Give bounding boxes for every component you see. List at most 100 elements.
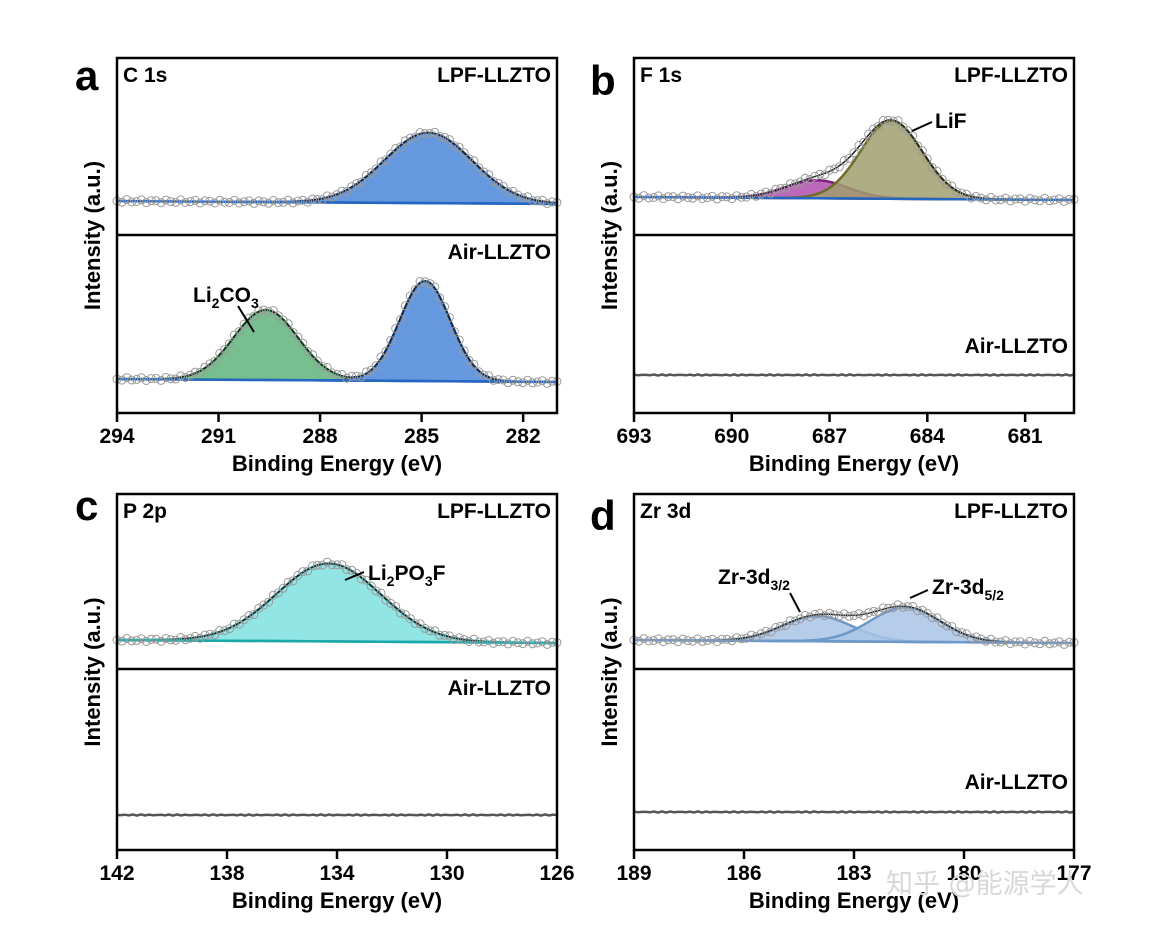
data-point	[440, 302, 450, 312]
data-point	[410, 132, 420, 142]
data-point	[537, 195, 547, 205]
data-point	[166, 374, 176, 384]
data-point	[376, 157, 386, 167]
data-point	[498, 181, 508, 191]
data-point	[136, 373, 146, 383]
data-point	[430, 282, 440, 292]
data-point	[454, 633, 464, 643]
data-point	[741, 633, 751, 643]
data-point	[991, 195, 1001, 205]
data-point	[932, 166, 942, 176]
x-tick-label: 690	[714, 425, 749, 448]
data-point	[668, 635, 678, 645]
x-tick-label: 130	[429, 862, 464, 885]
data-point	[825, 608, 835, 618]
flat-spectrum-line	[117, 813, 558, 817]
data-point	[469, 634, 479, 644]
sample-lpf-llzto	[629, 115, 1079, 206]
data-point	[122, 634, 132, 643]
data-point	[322, 191, 332, 201]
data-point	[200, 630, 210, 640]
data-point	[839, 609, 849, 619]
data-point	[386, 598, 396, 608]
data-point	[288, 576, 298, 586]
data-point	[913, 141, 923, 151]
data-point	[503, 639, 513, 649]
data-point	[523, 636, 533, 646]
data-point	[200, 196, 210, 206]
data-point	[883, 115, 893, 125]
data-point	[288, 327, 298, 337]
data-point	[644, 636, 654, 646]
data-point	[293, 332, 303, 342]
data-point	[161, 195, 171, 205]
background-line	[633, 195, 1075, 202]
data-point	[254, 196, 264, 206]
data-point	[518, 193, 528, 203]
data-point	[503, 187, 513, 196]
data-point	[234, 198, 244, 208]
data-point	[259, 600, 269, 610]
data-point	[234, 327, 244, 336]
data-point	[308, 194, 318, 204]
data-point	[732, 191, 742, 201]
data-point	[371, 586, 381, 596]
data-point	[663, 635, 673, 645]
data-point	[693, 191, 703, 201]
data-point	[727, 194, 737, 204]
data-point	[528, 196, 538, 206]
data-point	[229, 195, 239, 205]
data-point	[756, 189, 766, 199]
data-point	[479, 167, 489, 177]
plot-frame	[632, 492, 1076, 852]
data-point	[190, 195, 200, 205]
data-point	[756, 629, 766, 639]
data-point	[396, 608, 406, 618]
data-point	[981, 636, 991, 646]
x-tick-label: 294	[99, 425, 134, 448]
data-point	[1030, 638, 1040, 648]
data-point	[893, 600, 903, 610]
data-point	[917, 146, 927, 156]
data-point	[722, 192, 732, 202]
data-point	[947, 181, 957, 191]
data-point	[864, 608, 874, 618]
data-point	[381, 595, 391, 605]
data-point	[420, 623, 430, 633]
data-point	[1035, 196, 1045, 206]
data-point	[366, 581, 376, 591]
data-point	[790, 616, 800, 626]
data-point	[737, 192, 747, 202]
data-point	[352, 371, 362, 381]
data-point	[288, 198, 298, 208]
sample-air-llzto	[633, 373, 1075, 377]
data-point	[678, 191, 688, 201]
data-point	[415, 277, 425, 286]
x-tick-label: 126	[539, 862, 574, 885]
data-point	[464, 154, 474, 164]
data-point	[327, 192, 337, 202]
data-point	[122, 373, 132, 383]
data-point	[440, 630, 450, 640]
data-point	[484, 371, 494, 381]
data-point	[508, 636, 518, 646]
data-point	[146, 196, 156, 206]
data-point	[707, 191, 717, 201]
data-point	[371, 361, 381, 371]
li2po3f-label: Li2PO3F	[368, 562, 446, 589]
watermark-text: 知乎 @能源学人	[886, 869, 1084, 900]
data-point	[484, 636, 494, 645]
data-point	[513, 190, 523, 200]
data-point	[805, 612, 815, 622]
data-point	[781, 183, 791, 193]
data-point	[268, 590, 278, 600]
data-point	[405, 291, 415, 301]
data-point	[166, 635, 176, 645]
data-point	[361, 575, 371, 585]
data-point	[312, 356, 322, 366]
data-point	[220, 197, 230, 207]
data-point	[259, 305, 269, 315]
data-point	[528, 639, 538, 649]
data-point	[658, 637, 668, 647]
data-point	[317, 361, 327, 371]
